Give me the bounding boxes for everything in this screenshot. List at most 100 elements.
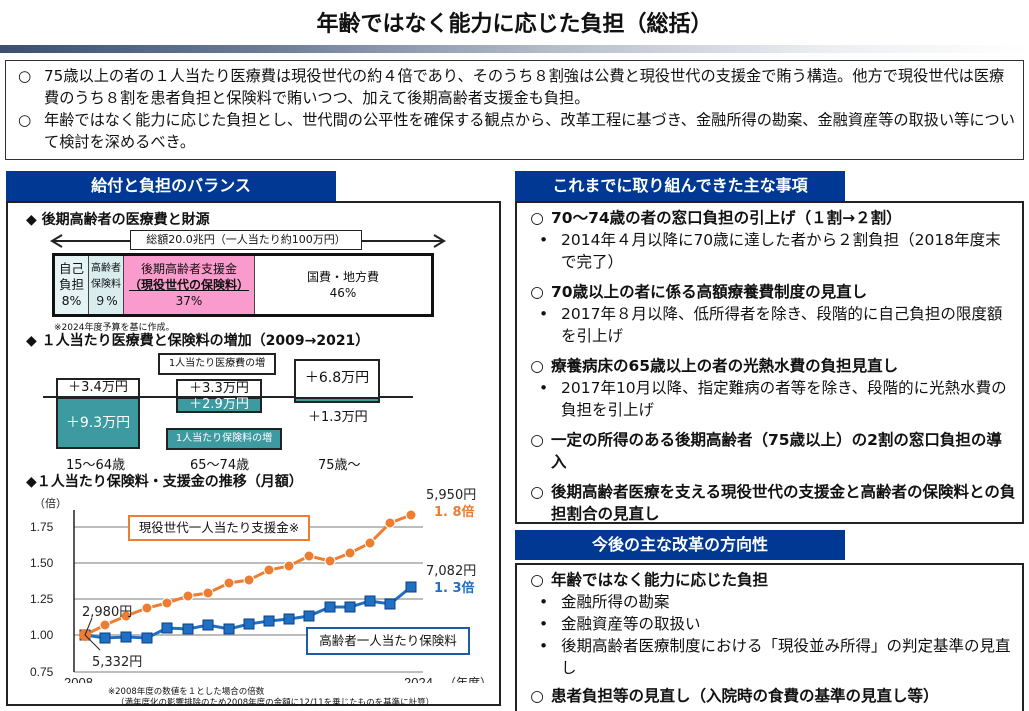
effort-detail: • 2017年８月以降、低所得者を除き、段階的に自己負担の限度額を引上げ [523,303,1016,347]
circle-bullet-icon: ○ [530,687,544,705]
legend-blue-series: 高齢者一人当たり保険料 [306,627,470,655]
circle-bullet-icon: ○ [530,283,544,301]
effort-title: 後期高齢者医療を支える現役世代の支援金と高齢者の保険料との負担割合の見直し [551,483,1016,523]
age-group-label: 15～64歳 [66,458,126,473]
past-efforts-panel: ○ 70～74歳の者の窓口負担の引上げ（１割→２割） • 2014年４月以降に7… [515,201,1024,524]
age-group-label: 65～74歳 [190,458,250,473]
effort-title: 療養病床の65歳以上の者の光熱水費の負担見直し [551,357,899,375]
x-axis-unit: （年度） [444,675,492,683]
orange-start-value: 2,980円 [82,605,132,620]
segment-pct: 46% [329,286,357,300]
segment-label: 負担 [58,277,84,292]
segment-pct: 37% [175,294,203,308]
blue-start-value: 5,332円 [92,655,142,670]
effort-title: 70～74歳の者の窓口負担の引上げ（１割→２割） [551,209,902,227]
dot-bullet-icon: • [539,615,549,633]
effort-item: ○ 療養病床の65歳以上の者の光熱水費の負担見直し [523,355,1016,377]
segment-support-fund: 後期高齢者支援金 （現役世代の保険料） 37% [124,256,255,314]
legend-orange-series: 現役世代一人当たり支援金※ [128,515,310,541]
legend-medical-increase: 1人当たり医療費の増 [158,353,276,375]
premium-increase-75plus: ＋1.3万円 [308,410,368,425]
dot-bullet-icon: • [539,637,549,655]
svg-text:2008: 2008 [64,675,93,683]
segment-public-funds: 国費・地方費 46% [255,256,431,314]
orange-end-amount: 5,950円 [426,488,476,503]
financing-note: ※2024年度予算を基に作成。 [54,323,175,333]
svg-text:1.50: 1.50 [30,556,54,570]
segment-label: （現役世代の保険料） [128,278,249,292]
reform-detail: • 金融所得の勘案 [523,591,1016,613]
financing-stacked-bar: 自己 負担 8% 高齢者 保険料 ９% 後期高齢者支援金 （現役世代の保険料） … [52,253,434,317]
segment-label: 後期高齢者支援金 [140,262,237,276]
segment-label: 保険料 [91,279,121,290]
effort-title: 一定の所得のある後期高齢者（75歳以上）の2割の窓口負担の導入 [551,431,1002,471]
future-reforms-panel: ○ 年齢ではなく能力に応じた負担 • 金融所得の勘案 • 金融資産等の取扱い •… [515,563,1024,711]
segment-self-pay: 自己 負担 8% [55,256,89,314]
effort-detail-text: 2014年４月以降に70歳に達した者から２割負担（2018年度末で完了） [561,231,1001,271]
dot-bullet-icon: • [539,593,549,611]
circle-bullet-icon: ○ [18,111,32,129]
section-header-future-reforms: 今後の主な改革の方向性 [515,530,845,560]
summary-item: ○ 75歳以上の者の１人当たり医療費は現役世代の約４倍であり、そのうち８割強は公… [18,65,1015,109]
circle-bullet-icon: ○ [530,431,544,449]
page-title: 年齢ではなく能力に応じた負担（総括） [316,12,713,37]
circle-bullet-icon: ○ [530,571,544,589]
y-axis-unit: （倍） [34,496,67,510]
circle-bullet-icon: ○ [18,67,32,85]
section-heading-increase: ◆ １人当たり医療費と保険料の増加（2009→2021） [26,333,370,349]
section-heading-trend: ◆１人当たり保険料・支援金の推移（月額） [26,474,303,490]
blue-end-ratio: 1. 3倍 [434,580,475,596]
reform-item: ○ 患者負担等の見直し（入院時の食費の基準の見直し等） [523,685,1016,707]
effort-detail: • 2017年10月以降、指定難病の者等を除き、段階的に光熱水費の負担を引上げ [523,377,1016,421]
medical-increase-75plus: ＋6.8万円 [294,359,380,399]
circle-bullet-icon: ○ [530,483,544,501]
total-amount-label: 総額20.0兆円（一人当たり約100万円） [130,230,362,250]
section-heading-financing: ◆ 後期高齢者の医療費と財源 [26,212,210,228]
effort-item: ○ 70～74歳の者の窓口負担の引上げ（１割→２割） [523,207,1016,229]
reform-item: ○ 年齢ではなく能力に応じた負担 [523,569,1016,591]
effort-detail-text: 2017年８月以降、低所得者を除き、段階的に自己負担の限度額を引上げ [561,305,1003,345]
balance-panel: ◆ 後期高齢者の医療費と財源 総額20.0兆円（一人当たり約100万円） 自己 … [6,201,501,708]
premium-increase-bar-75plus [294,397,380,403]
effort-detail: • 2014年４月以降に70歳に達した者から２割負担（2018年度末で完了） [523,229,1016,273]
blue-end-amount: 7,082円 [426,564,476,579]
premium-increase-65-74: ＋2.9万円 [176,397,262,413]
dot-bullet-icon: • [539,379,549,397]
reform-detail-text: 後期高齢者医療制度における「現役並み所得」の判定基準の見直し [561,637,1011,677]
age-group-label: 75歳～ [318,458,361,473]
segment-pct: 8% [61,293,82,308]
svg-text:0.75: 0.75 [30,665,54,679]
summary-box: ○ 75歳以上の者の１人当たり医療費は現役世代の約４倍であり、そのうち８割強は公… [5,60,1024,160]
summary-text: 年齢ではなく能力に応じた負担とし、世代間の公平性を確保する観点から、改革工程に基… [44,111,1015,151]
segment-label: 高齢者 [91,263,121,274]
reform-detail: • 後期高齢者医療制度における「現役並み所得」の判定基準の見直し [523,635,1016,679]
circle-bullet-icon: ○ [530,209,544,227]
chart-note-1: ※2008年度の数値を１とした場合の倍数 [108,687,265,697]
segment-pct: ９% [94,294,118,308]
section-header-past-efforts: これまでに取り組んできた主な事項 [515,171,845,201]
title-underline-bar [0,45,1029,53]
medical-increase-15-64: ＋3.4万円 [56,378,140,398]
svg-text:1.00: 1.00 [30,628,54,642]
dot-bullet-icon: • [539,231,549,249]
effort-item: ○ 70歳以上の者に係る高額療養費制度の見直し [523,281,1016,303]
reform-title: 患者負担等の見直し（入院時の食費の基準の見直し等） [551,687,939,705]
svg-text:1.25: 1.25 [30,592,54,606]
chart-note-2: （満年度化の影響排除のため2008年度の金額に12/11を乗じたものを基準に計算… [116,698,435,708]
dot-bullet-icon: • [539,305,549,323]
legend-premium-increase: 1人当たり保険料の増 [166,428,282,450]
circle-bullet-icon: ○ [530,357,544,375]
premium-increase-15-64: ＋9.3万円 [56,397,140,449]
section-header-balance: 給付と負担のバランス [6,171,336,201]
effort-title: 70歳以上の者に係る高額療養費制度の見直し [551,283,868,301]
effort-detail-text: 2017年10月以降、指定難病の者等を除き、段階的に光熱水費の負担を引上げ [561,379,1007,419]
segment-elderly-premium: 高齢者 保険料 ９% [89,256,124,314]
reform-detail-text: 金融資産等の取扱い [561,615,701,633]
reform-detail: • 金融資産等の取扱い [523,613,1016,635]
summary-text: 75歳以上の者の１人当たり医療費は現役世代の約４倍であり、そのうち８割強は公費と… [44,67,1005,107]
segment-label: 国費・地方費 [306,270,379,284]
segment-label: 自己 [58,261,84,276]
reform-title: 年齢ではなく能力に応じた負担 [551,571,769,589]
medical-increase-65-74: ＋3.3万円 [176,379,262,398]
svg-text:2024: 2024 [404,675,433,683]
